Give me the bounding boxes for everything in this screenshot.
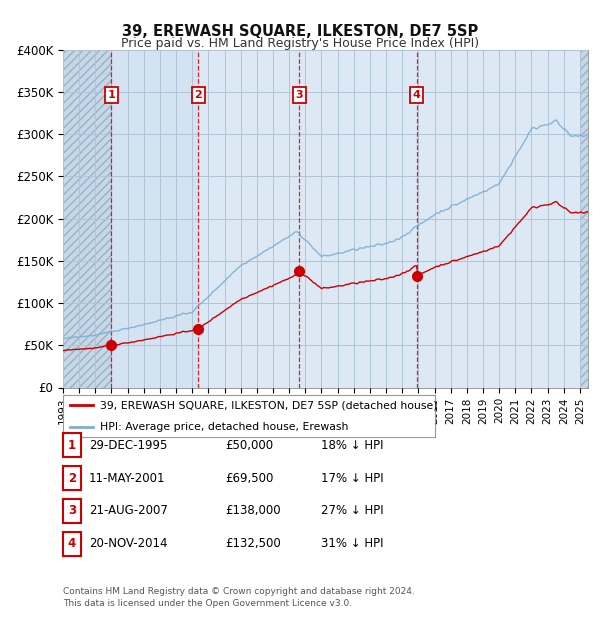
Text: 18% ↓ HPI: 18% ↓ HPI: [321, 439, 383, 451]
Text: £69,500: £69,500: [225, 472, 274, 484]
Text: £138,000: £138,000: [225, 505, 281, 517]
Text: 39, EREWASH SQUARE, ILKESTON, DE7 5SP (detached house): 39, EREWASH SQUARE, ILKESTON, DE7 5SP (d…: [100, 400, 438, 410]
Text: 1: 1: [68, 439, 76, 451]
Text: 11-MAY-2001: 11-MAY-2001: [89, 472, 166, 484]
Text: 2: 2: [194, 91, 202, 100]
Text: 4: 4: [413, 91, 421, 100]
Text: £132,500: £132,500: [225, 538, 281, 550]
Text: HPI: Average price, detached house, Erewash: HPI: Average price, detached house, Erew…: [100, 422, 349, 432]
Text: 29-DEC-1995: 29-DEC-1995: [89, 439, 167, 451]
Text: 31% ↓ HPI: 31% ↓ HPI: [321, 538, 383, 550]
Bar: [63, 50, 111, 388]
Text: 4: 4: [68, 538, 76, 550]
Text: 20-NOV-2014: 20-NOV-2014: [89, 538, 167, 550]
Text: 3: 3: [296, 91, 304, 100]
Bar: [580, 50, 588, 388]
Text: 2: 2: [68, 472, 76, 484]
Bar: [111, 50, 198, 388]
Text: Price paid vs. HM Land Registry's House Price Index (HPI): Price paid vs. HM Land Registry's House …: [121, 37, 479, 50]
Text: 1: 1: [107, 91, 115, 100]
Text: 39, EREWASH SQUARE, ILKESTON, DE7 5SP: 39, EREWASH SQUARE, ILKESTON, DE7 5SP: [122, 24, 478, 38]
Text: 21-AUG-2007: 21-AUG-2007: [89, 505, 167, 517]
Text: 17% ↓ HPI: 17% ↓ HPI: [321, 472, 383, 484]
Text: Contains HM Land Registry data © Crown copyright and database right 2024.
This d: Contains HM Land Registry data © Crown c…: [63, 587, 415, 608]
Text: 3: 3: [68, 505, 76, 517]
Text: £50,000: £50,000: [225, 439, 273, 451]
Text: 27% ↓ HPI: 27% ↓ HPI: [321, 505, 383, 517]
